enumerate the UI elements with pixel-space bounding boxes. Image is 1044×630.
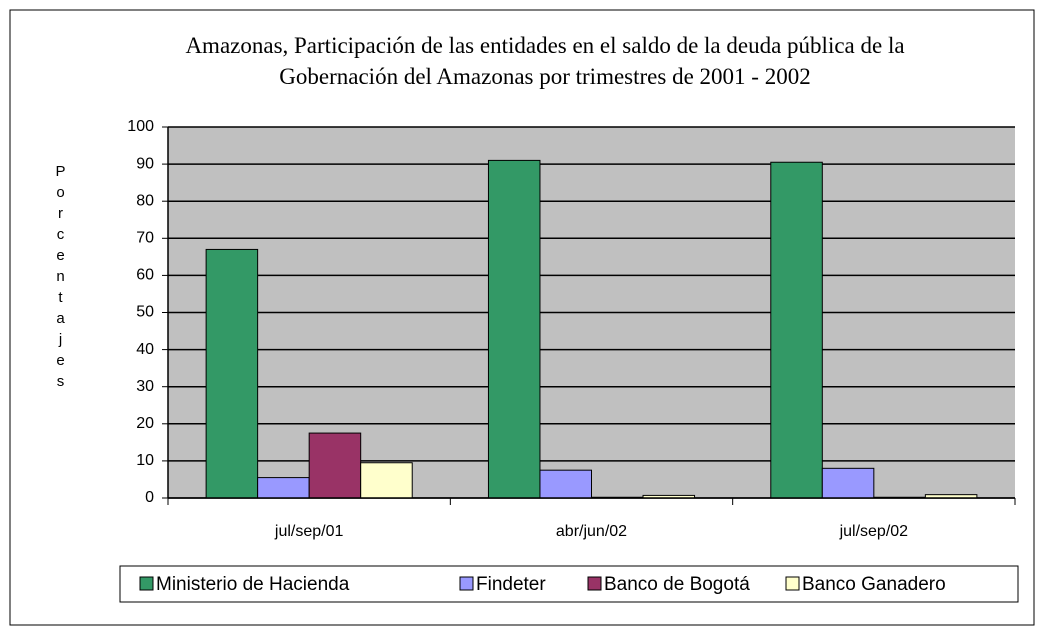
legend-label: Banco Ganadero — [802, 574, 946, 595]
legend-swatch — [459, 576, 474, 591]
y-tick-label: 30 — [136, 378, 154, 395]
y-tick-label: 50 — [136, 304, 154, 321]
legend-label: Findeter — [476, 574, 546, 595]
bar — [821, 467, 875, 499]
bar — [487, 159, 541, 499]
y-tick-label: 0 — [145, 489, 154, 506]
legend-label: Ministerio de Hacienda — [156, 574, 350, 595]
bar — [257, 477, 310, 499]
x-tick-label: jul/sep/02 — [839, 523, 909, 540]
y-tick-label: 70 — [136, 230, 154, 247]
y-tick-label: 80 — [136, 192, 154, 209]
bar — [360, 462, 413, 499]
bar — [205, 248, 259, 499]
legend-box — [119, 565, 1019, 603]
legend-swatch — [785, 576, 800, 591]
y-tick-label: 40 — [136, 341, 154, 358]
x-tick-label: abr/jun/02 — [556, 523, 627, 540]
legend-swatch — [587, 576, 602, 591]
bar — [770, 161, 823, 499]
legend-swatch — [139, 576, 154, 591]
bar — [308, 432, 362, 499]
y-tick-label: 100 — [127, 118, 154, 135]
y-axis-label: Porcentajes — [52, 163, 69, 394]
legend-label: Banco de Bogotá — [604, 574, 750, 595]
y-tick-label: 60 — [136, 267, 154, 284]
bar — [539, 469, 593, 499]
y-tick-label: 20 — [136, 415, 154, 432]
y-tick-label: 10 — [136, 452, 154, 469]
chart-title: Amazonas, Participación de las entidades… — [185, 33, 905, 89]
x-tick-label: jul/sep/01 — [274, 523, 344, 540]
y-tick-label: 90 — [136, 155, 154, 172]
